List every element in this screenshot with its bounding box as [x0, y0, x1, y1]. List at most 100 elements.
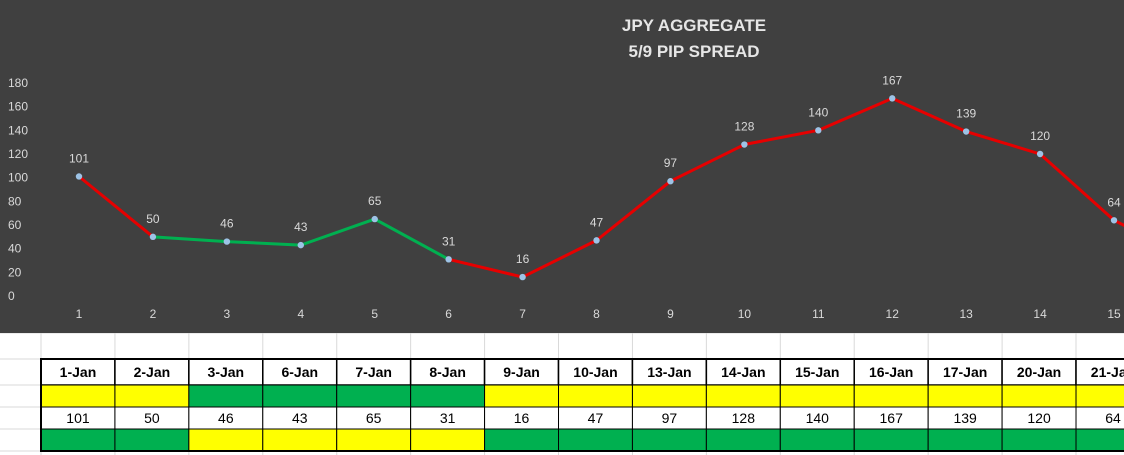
x-tick-label: 11 [812, 307, 825, 321]
x-tick-label: 15 [1107, 307, 1121, 321]
data-point [815, 127, 822, 134]
value-text: 16 [514, 410, 530, 426]
line-segment [447, 257, 525, 279]
data-label: 140 [808, 105, 828, 119]
x-tick-label: 8 [593, 307, 600, 321]
value-text: 64 [1105, 410, 1121, 426]
table-cells [40, 358, 1124, 452]
date-header-text: 21-Jan [1091, 364, 1124, 380]
y-tick-label: 40 [8, 242, 22, 256]
data-point [519, 273, 526, 281]
status-cell-below [631, 428, 707, 452]
value-text: 50 [144, 410, 160, 426]
line-segment [595, 179, 672, 242]
status-cell-above [410, 384, 486, 408]
x-tick-label: 4 [297, 307, 304, 321]
data-point [889, 95, 896, 102]
data-label: 101 [69, 151, 89, 165]
value-text: 46 [218, 410, 234, 426]
value-text: 120 [1027, 410, 1051, 426]
y-tick-label: 140 [8, 123, 28, 137]
date-value-table: 1-Jan 101 2-Jan 50 3-Jan 46 6-Jan 43 7-Jan 65 8-Ja… [0, 333, 1124, 455]
status-cell-above [1075, 384, 1124, 408]
date-header-text: 15-Jan [795, 364, 839, 380]
date-header-text: 13-Jan [647, 364, 691, 380]
data-point [371, 215, 378, 223]
x-tick-label: 2 [150, 307, 157, 321]
y-tick-label: 0 [8, 289, 15, 303]
data-label: 167 [882, 73, 902, 87]
x-tick-label: 1 [76, 307, 83, 321]
status-cell-above [558, 384, 633, 408]
status-cell-above [114, 384, 190, 408]
line-segment [890, 96, 968, 134]
value-text: 43 [292, 410, 308, 426]
x-tick-label: 12 [886, 307, 900, 321]
x-tick-label: 3 [224, 307, 231, 321]
date-header-cell [188, 358, 264, 386]
data-label: 31 [442, 234, 456, 248]
x-tick-label: 6 [445, 307, 452, 321]
status-cell-below [484, 428, 560, 452]
data-label: 16 [516, 252, 530, 266]
status-cell-above [188, 384, 264, 408]
value-text: 97 [662, 410, 678, 426]
status-cell-below [40, 428, 116, 452]
status-cell-above [631, 384, 707, 408]
data-point [297, 241, 304, 249]
line-segment [816, 96, 894, 132]
date-header-text: 8-Jan [429, 364, 466, 380]
value-text: 167 [880, 410, 904, 426]
data-label: 47 [590, 215, 604, 229]
series-markers [75, 95, 1118, 281]
date-header-text: 1-Jan [60, 364, 97, 380]
line-segment [299, 217, 377, 247]
line-segment [151, 235, 229, 244]
status-cell-above [1001, 384, 1077, 408]
data-point [149, 233, 157, 241]
date-header-text: 17-Jan [943, 364, 987, 380]
data-point [75, 173, 83, 180]
date-header-text: 20-Jan [1017, 364, 1061, 380]
table-border [40, 358, 1124, 452]
data-point [445, 256, 452, 263]
value-text: 140 [806, 410, 830, 426]
x-tick-label: 5 [371, 307, 378, 321]
status-cell-below [853, 428, 929, 452]
data-label: 128 [734, 120, 754, 134]
date-header-text: 14-Jan [721, 364, 765, 380]
table-text: 1-Jan 101 2-Jan 50 3-Jan 46 6-Jan 43 7-Jan 65 8-Ja… [60, 364, 1124, 426]
status-cell-above [779, 384, 855, 408]
data-point [1036, 150, 1044, 158]
value-text: 139 [953, 410, 977, 426]
data-label: 120 [1030, 129, 1050, 143]
status-cell-above [927, 384, 1003, 408]
chart-title-line: 5/9 PIP SPREAD [628, 42, 759, 61]
chart-area: JPY AGGREGATE 5/9 PIP SPREAD 0 20 40 60 80 100… [0, 0, 1124, 333]
status-cell-below [927, 428, 1003, 452]
data-point [1110, 217, 1118, 224]
date-header-text: 9-Jan [503, 364, 540, 380]
y-axis-ticks: 0 20 40 60 80 100 120 140 160 180 [8, 76, 28, 303]
status-cell-above [484, 384, 560, 408]
status-cell-below [1001, 428, 1077, 452]
spreadsheet-grid: 1-Jan 101 2-Jan 50 3-Jan 46 6-Jan 43 7-Jan 65 8-Ja… [0, 333, 1124, 455]
data-label: 46 [220, 217, 234, 231]
line-segment [742, 128, 820, 147]
date-header-cell [557, 358, 634, 386]
value-text: 47 [588, 410, 604, 426]
y-tick-label: 80 [8, 194, 22, 208]
data-label: 65 [368, 194, 382, 208]
status-cell-below [705, 428, 781, 452]
value-text: 128 [732, 410, 756, 426]
date-header-text: 2-Jan [134, 364, 171, 380]
data-label: 50 [146, 212, 160, 226]
status-cell-above [705, 384, 781, 408]
chart-title-line: JPY AGGREGATE [622, 16, 766, 35]
x-tick-label: 7 [519, 307, 526, 321]
date-header-text: 6-Jan [281, 364, 318, 380]
status-cell-above [336, 384, 412, 408]
data-point [667, 178, 674, 185]
date-header-text: 3-Jan [208, 364, 245, 380]
y-tick-label: 20 [8, 265, 22, 279]
